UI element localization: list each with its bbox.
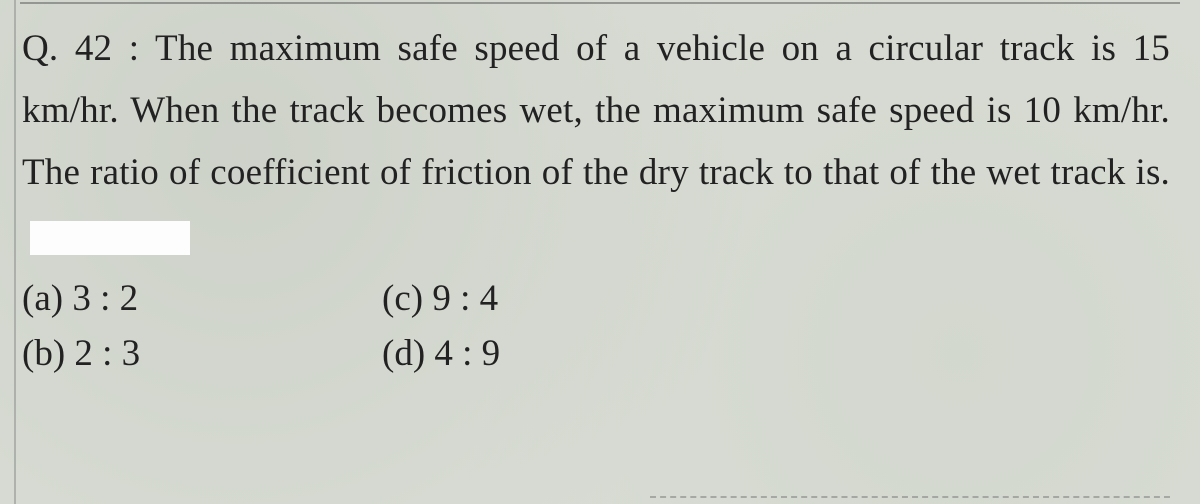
options-grid: (a) 3 : 2 (c) 9 : 4 (b) 2 : 3 (d) 4 : 9 bbox=[22, 277, 1170, 375]
question-number: Q. 42 : bbox=[22, 28, 139, 69]
option-a: (a) 3 : 2 bbox=[22, 277, 342, 320]
question-block: Q. 42 : The maximum safe speed of a vehi… bbox=[22, 18, 1170, 267]
top-rule bbox=[20, 2, 1180, 4]
option-b: (b) 2 : 3 bbox=[22, 332, 342, 375]
left-rule bbox=[14, 0, 16, 504]
answer-blank bbox=[30, 221, 190, 255]
option-c: (c) 9 : 4 bbox=[382, 277, 702, 320]
option-d: (d) 4 : 9 bbox=[382, 332, 702, 375]
bottom-dashed-rule bbox=[650, 496, 1170, 498]
question-body: The maximum safe speed of a vehicle on a… bbox=[22, 28, 1170, 193]
